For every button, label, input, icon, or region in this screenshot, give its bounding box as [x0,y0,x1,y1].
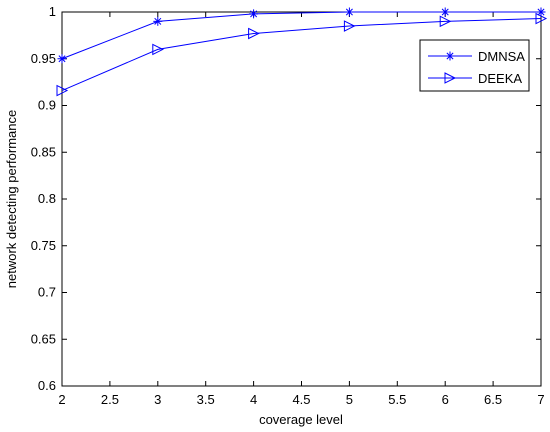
x-tick-label: 5 [346,392,353,407]
data-point-dmnsa [249,9,259,19]
legend-marker-dmnsa [445,51,455,61]
data-point-deeka [343,20,356,32]
x-tick-label: 6 [442,392,449,407]
data-point-deeka [56,84,69,97]
legend-label-dmnsa: DMNSA [478,49,525,64]
x-tick-label: 7 [537,392,544,407]
data-point-deeka [248,27,260,40]
x-tick-label: 3 [154,392,161,407]
legend-box [419,39,530,92]
legend-marker-deeka [444,72,457,84]
axis-ticks: 2 2.5 3 3.5 4 4.5 5 5.5 6 6.5 7 0.6 0.65 0.7 0.75 0.8 0.… [31,4,545,407]
legend-label-deeka: DEEKA [478,71,522,86]
y-tick-label: 0.9 [38,98,56,113]
y-tick-label: 0.85 [31,144,56,159]
data-point-deeka [535,12,548,25]
y-tick-label: 0.7 [38,285,56,300]
x-axis-label: coverage level [259,412,343,427]
series-line-dmnsa [61,11,541,60]
series-lines [61,11,542,91]
y-tick-label: 0.75 [31,238,56,253]
series-line-deeka [61,18,542,91]
data-point-dmnsa [440,7,450,17]
data-point-dmnsa [153,16,163,26]
x-tick-label: 5.5 [388,392,406,407]
y-tick-label: 0.95 [31,51,56,66]
y-tick-label: 1 [49,4,56,19]
x-tick-label: 3.5 [197,392,215,407]
data-point-dmnsa [344,7,354,17]
data-point-dmnsa [57,54,67,64]
y-tick-label: 0.6 [38,378,56,393]
x-tick-label: 4 [250,392,257,407]
y-tick-label: 0.65 [31,331,56,346]
data-point-dmnsa [536,7,546,17]
data-point-deeka [152,43,164,56]
x-tick-label: 6.5 [484,392,502,407]
legend: DMNSA DEEKA [419,39,530,92]
data-point-deeka [439,15,452,28]
x-tick-label: 2.5 [101,392,119,407]
y-tick-label: 0.8 [38,191,56,206]
x-tick-label: 4.5 [292,392,310,407]
y-axis-label: network detecting performance [4,110,19,288]
x-tick-label: 2 [58,392,65,407]
series-markers [56,7,548,97]
